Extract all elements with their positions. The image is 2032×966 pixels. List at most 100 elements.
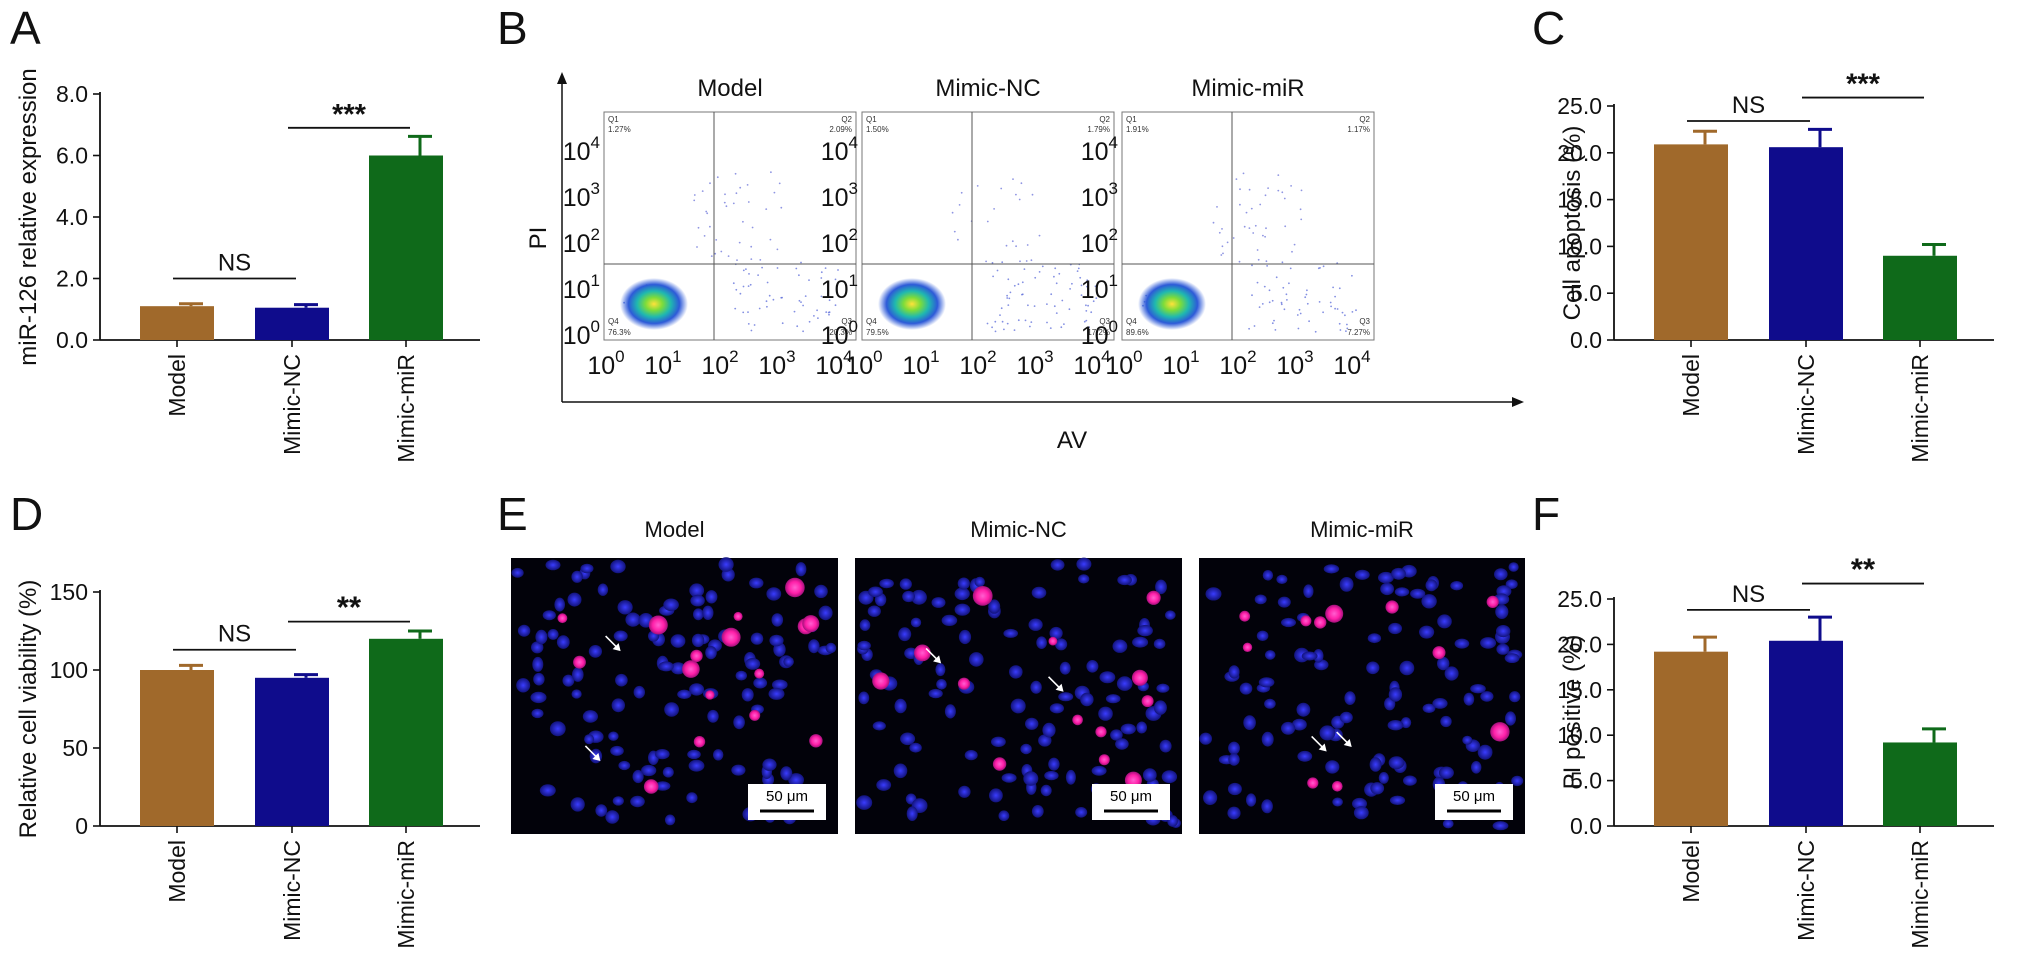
event-dot [780,206,783,209]
bar [369,638,443,826]
event-dot [1261,303,1264,305]
event-dot [804,295,807,297]
nucleus-blue [741,688,754,702]
event-dot [976,185,979,187]
flow-x-tick: 104 [1333,347,1370,380]
event-dot [1298,308,1301,311]
nucleus-blue [1058,692,1074,702]
quadrant-name: Q3 [841,317,852,326]
nucleus-blue [1440,715,1452,728]
nucleus-blue [1339,577,1354,592]
nucleus-pink [557,613,568,624]
arrow-head-icon [933,655,942,664]
nucleus-pink [1300,615,1312,627]
nucleus-blue [1136,721,1147,734]
event-dot [802,304,804,307]
event-dot [1076,270,1079,272]
significance-label: *** [332,99,367,131]
flow-plot-title: Mimic-miR [1191,75,1304,102]
event-dot [776,248,779,251]
event-dot [778,182,781,185]
nucleus-blue [974,576,985,588]
event-dot [747,285,750,287]
nucleus-blue [1020,743,1032,755]
nucleus-blue [1422,703,1436,713]
event-dot [1063,323,1065,325]
y-tick-label: 0.0 [1570,327,1602,353]
significance-label: ** [337,590,362,625]
nucleus-pink [690,649,703,663]
event-dot [953,230,956,233]
event-dot [1085,304,1087,307]
event-dot [808,279,810,281]
quadrant-name: Q3 [1359,317,1370,326]
category-label: Model [164,840,190,903]
bar [369,155,443,340]
nucleus-blue [808,639,820,654]
nucleus-blue [658,661,674,672]
category-label: Mimic-NC [1793,840,1819,941]
event-dot [1271,322,1274,325]
event-dot [1001,261,1004,264]
event-dot [1053,305,1056,308]
flow-plot-title: Model [697,75,762,102]
nucleus-pink [972,586,993,606]
nucleus-blue [859,619,871,631]
nucleus-blue [718,557,734,572]
flow-plot: Mimic-NCQ11.50%Q21.79%Q317.2%Q479.5%1001… [821,75,1115,380]
nucleus-pink [682,660,700,678]
bar-chart-a: 0.0 2.0 4.0 6.0 8.0 miR-126 relative expressi… [15,68,480,463]
nucleus-blue [1353,806,1369,820]
nucleus-blue [1444,666,1459,681]
y-axis-label: Relative cell viability (%) [15,580,42,839]
event-dot [1277,189,1280,192]
nucleus-blue [1110,729,1123,741]
event-dot [736,259,738,261]
event-dot [1297,327,1300,330]
scale-bar-box [1435,784,1513,820]
event-dot [1345,330,1347,332]
nucleus-blue [818,605,833,621]
event-dot [750,245,753,248]
nucleus-blue [597,583,609,596]
nucleus-blue [545,559,561,571]
event-dot [793,310,796,313]
event-dot [993,208,995,210]
nucleus-blue [954,587,970,601]
nucleus-blue [1205,587,1222,601]
nucleus-blue [689,583,705,598]
y-tick-label: 20.0 [1557,631,1602,657]
nucleus-blue [1394,587,1410,597]
event-dot [1239,203,1241,206]
nucleus-blue [531,641,544,654]
panel-letter-d: D [10,488,43,540]
nucleus-blue [910,617,922,628]
y-tick-label: 150 [50,579,88,605]
event-dot [1248,188,1251,191]
event-dot [724,193,726,196]
bar [140,306,214,340]
event-dot [1221,245,1224,248]
nucleus-blue [655,749,670,760]
nucleus-blue [690,594,705,607]
event-dot [1232,237,1235,239]
nucleus-blue [957,577,970,590]
event-dot [1289,267,1292,270]
event-dot [735,288,738,291]
nucleus-blue [988,599,1001,614]
nucleus-blue [1425,579,1438,592]
event-dot [1019,260,1021,263]
event-dot [1351,311,1354,313]
nucleus-pink [733,611,743,621]
y-tick-label: 20.0 [1557,140,1602,166]
event-dot [951,211,954,214]
nucleus-blue [857,640,871,651]
nucleus-blue [1227,782,1242,796]
nucleus-pink [1307,777,1319,789]
micrograph: Mimic-NC 50 μm [855,517,1182,834]
nucleus-blue [1509,691,1521,703]
nucleus-blue [1065,769,1076,785]
quadrant-percent: 7.27% [1347,328,1370,337]
bar-chart-c: 0.0 5.0 10.0 15.0 20.0 25.0 Cell apoptosis (%)… [1557,69,1994,463]
